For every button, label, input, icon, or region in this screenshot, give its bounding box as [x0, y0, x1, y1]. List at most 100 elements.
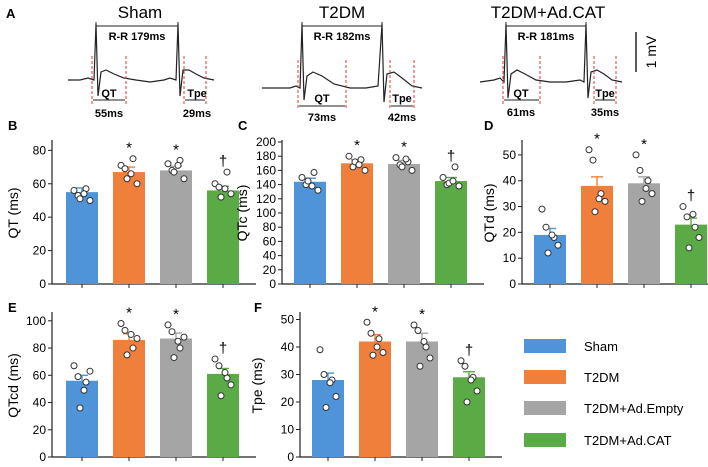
panel-c-letter: C: [238, 118, 248, 133]
ecg-qt-value-t2dm: 73ms: [308, 112, 336, 124]
data-point-e-sham: [74, 373, 82, 381]
y-axis-label-f: Tpe (ms): [249, 358, 265, 414]
data-point-b-t2dm-ad-empty: [174, 161, 182, 169]
y-tick-label-f: 50: [281, 313, 295, 327]
significance-marker-c-t2dm: *: [354, 137, 360, 154]
ecg-tpe-value-t2dm-adcat: 35ms: [591, 107, 619, 119]
y-tick-label-f: 20: [281, 395, 295, 409]
data-point-f-sham: [322, 404, 330, 411]
data-point-f-t2dm-ad-cat: [457, 357, 465, 365]
data-point-e-t2dm-ad-cat: [221, 369, 229, 377]
y-tick-label-b: 20: [33, 244, 47, 258]
legend-label-t2dm-adcat: T2DM+Ad.CAT: [584, 433, 672, 448]
data-point-e-sham: [80, 386, 88, 394]
bar-e-t2dm: [113, 339, 145, 457]
data-point-c-t2dm: [345, 152, 353, 160]
ecg-title-t2dm: T2DM: [319, 3, 365, 22]
ecg-group-t2dm: T2DM R-R 182ms QT 73ms Tpe 42ms: [262, 3, 423, 124]
ecg-scale-label: 1 mV: [643, 35, 659, 68]
ecg-trace-t2dm-adcat: [479, 23, 623, 99]
y-tick-label-c: 200: [256, 135, 276, 149]
bar-b-t2dm-ad-empty: [160, 170, 192, 284]
y-tick-label-c: 100: [256, 206, 276, 220]
data-point-f-sham: [326, 379, 334, 387]
data-point-d-t2dm: [585, 146, 593, 154]
data-point-e-sham: [86, 367, 94, 375]
data-point-e-t2dm-ad-empty: [168, 328, 176, 336]
y-tick-label-d: 20: [503, 225, 517, 239]
data-point-c-t2dm-ad-cat: [439, 174, 447, 181]
data-point-e-sham: [82, 378, 90, 386]
ecg-group-t2dm-adcat: T2DM+Ad.CAT R-R 181ms QT 61ms Tpe 35ms: [479, 3, 623, 119]
data-point-d-t2dm-ad-cat: [679, 203, 687, 211]
y-tick-label-e: 60: [33, 368, 47, 382]
data-point-b-t2dm-ad-empty: [170, 168, 178, 176]
chart-panel-f: F 0 10 20 30 40 50 Tpe (ms) * * †: [249, 300, 502, 464]
data-point-d-t2dm-ad-empty: [644, 177, 652, 185]
bar-d-t2dm-ad-cat: [675, 224, 707, 284]
data-point-b-sham: [86, 196, 94, 204]
bar-c-sham: [294, 181, 326, 284]
bar-f-sham: [312, 380, 344, 457]
bar-f-t2dm-ad-empty: [406, 341, 438, 457]
y-tick-label-d: 0: [509, 277, 516, 291]
data-point-b-t2dm-ad-cat: [227, 190, 235, 198]
legend-label-sham: Sham: [584, 339, 618, 354]
panel-a-letter: A: [6, 6, 16, 21]
y-tick-label-c: 20: [263, 263, 277, 277]
data-point-e-t2dm: [133, 335, 141, 343]
data-point-c-t2dm: [355, 161, 363, 169]
significance-marker-d-t2dm-ad-empty: *: [641, 136, 647, 153]
data-point-d-t2dm-ad-cat: [683, 213, 691, 221]
legend-label-t2dm-adempty: T2DM+Ad.Empty: [584, 401, 684, 416]
data-point-f-t2dm-ad-empty: [420, 338, 428, 345]
data-point-e-t2dm-ad-cat: [211, 355, 219, 363]
data-point-d-t2dm: [589, 156, 597, 164]
panel-b-letter: B: [8, 118, 17, 133]
significance-marker-f-t2dm: *: [372, 303, 378, 320]
data-point-f-t2dm: [375, 335, 383, 343]
chart-panel-d: D 0 10 20 30 40 50 QTd (ms) * * †: [481, 118, 708, 291]
data-point-b-t2dm-ad-empty: [164, 160, 172, 168]
data-point-f-t2dm-ad-empty: [416, 362, 424, 370]
data-point-f-t2dm: [369, 351, 377, 359]
y-tick-label-c: 0: [269, 277, 276, 291]
y-tick-label-e: 100: [26, 314, 46, 328]
ecg-tpe-label-sham: Tpe: [187, 88, 207, 100]
y-tick-label-c: 80: [263, 220, 277, 234]
significance-marker-c-t2dm-ad-empty: *: [401, 139, 407, 156]
significance-marker-e-t2dm-ad-cat: †: [219, 340, 227, 357]
data-point-c-t2dm-ad-empty: [392, 154, 400, 162]
data-point-c-t2dm-ad-empty: [398, 163, 406, 171]
significance-marker-f-t2dm-ad-empty: *: [419, 306, 425, 323]
ecg-qt-label-t2dm: QT: [314, 93, 330, 105]
chart-panel-e: E 0 20 40 60 80 100 QTcd (ms) * * †: [5, 300, 256, 464]
data-point-f-t2dm-ad-cat: [463, 398, 471, 406]
bar-c-t2dm: [341, 163, 373, 284]
significance-marker-b-t2dm-ad-empty: *: [173, 141, 179, 158]
data-point-e-t2dm-ad-empty: [164, 321, 172, 329]
bar-c-t2dm-ad-empty: [388, 164, 420, 284]
y-tick-label-c: 40: [263, 249, 277, 263]
y-axis-label-c: QTc (ms): [234, 185, 250, 242]
legend-swatch-t2dm-adcat: [524, 433, 566, 447]
y-tick-label-b: 0: [39, 277, 46, 291]
data-point-d-t2dm-ad-empty: [642, 184, 650, 192]
data-point-d-t2dm-ad-empty: [632, 151, 640, 159]
ecg-tpe-label-t2dm-adcat: Tpe: [595, 88, 615, 100]
data-point-b-t2dm: [123, 175, 131, 183]
significance-marker-b-t2dm-ad-cat: †: [219, 153, 227, 170]
ecg-trace-t2dm: [262, 23, 423, 103]
bar-f-t2dm: [359, 341, 391, 457]
y-axis-label-d: QTd (ms): [481, 183, 497, 242]
data-point-e-t2dm: [121, 326, 129, 334]
y-axis-label-e: QTcd (ms): [5, 353, 21, 418]
ecg-trace-sham: [68, 23, 215, 97]
data-point-c-t2dm-ad-empty: [402, 155, 410, 163]
ecg-rr-label-t2dm: R-R 182ms: [314, 31, 371, 43]
data-point-d-t2dm: [601, 197, 609, 205]
data-point-e-t2dm-ad-empty: [170, 354, 178, 362]
legend-swatch-t2dm-adempty: [524, 401, 566, 415]
